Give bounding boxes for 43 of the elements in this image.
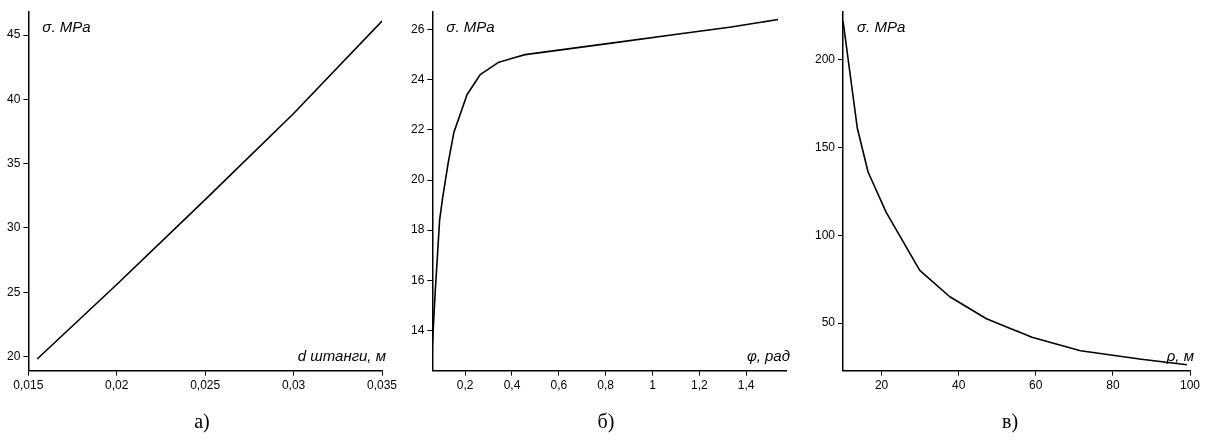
x-tick-label: 0,02	[105, 378, 129, 393]
x-tick-label: 1,2	[691, 378, 709, 393]
y-axis-title: σ. MPa	[857, 17, 906, 35]
y-tick-label: 40	[6, 91, 21, 106]
y-tick-label: 18	[410, 222, 425, 237]
x-tick-label: 1	[649, 378, 657, 393]
y-tick-label: 14	[410, 322, 425, 337]
y-tick-label: 25	[6, 284, 21, 299]
y-tick-label: 50	[821, 315, 836, 330]
x-tick-label: 60	[1029, 378, 1043, 393]
y-axis-title: σ. MPa	[446, 17, 495, 35]
y-tick-label: 26	[410, 21, 425, 36]
text: б)	[596, 410, 616, 433]
text: в)	[1000, 410, 1020, 433]
x-tick-label: 0,4	[503, 378, 521, 393]
x-tick-label: 100	[1179, 378, 1201, 393]
x-axis-title: d штанги, м	[297, 347, 386, 365]
x-tick-label: 0,8	[597, 378, 615, 393]
x-axis-title: φ, рад	[746, 347, 790, 365]
y-tick-label: 20	[6, 348, 21, 363]
y-tick-label: 100	[814, 227, 836, 242]
y-tick-label: 35	[6, 155, 21, 170]
x-tick-label: 1,4	[737, 378, 755, 393]
x-tick-label: 0,03	[281, 378, 306, 393]
y-tick-label: 150	[814, 139, 836, 154]
y-tick-label: 16	[410, 272, 425, 287]
x-tick-label: 0,035	[366, 378, 398, 393]
text: а)	[193, 410, 211, 433]
x-tick-label: 20	[874, 378, 889, 393]
x-tick-label: 40	[952, 378, 966, 393]
x-axis-title: ρ, м	[1165, 347, 1194, 365]
y-tick-label: 200	[814, 51, 836, 66]
y-tick-label: 30	[6, 220, 21, 235]
x-tick-label: 80	[1106, 378, 1120, 393]
x-tick-label: 0,6	[550, 378, 568, 393]
y-tick-label: 24	[410, 72, 425, 87]
y-axis-title: σ. MPa	[42, 17, 91, 35]
x-tick-label: 0,025	[190, 378, 221, 393]
y-tick-label: 20	[410, 172, 425, 187]
x-tick-label: 0,015	[13, 378, 44, 393]
y-tick-label: 22	[410, 122, 425, 137]
x-tick-label: 0,2	[456, 378, 474, 393]
y-tick-label: 45	[6, 27, 21, 42]
